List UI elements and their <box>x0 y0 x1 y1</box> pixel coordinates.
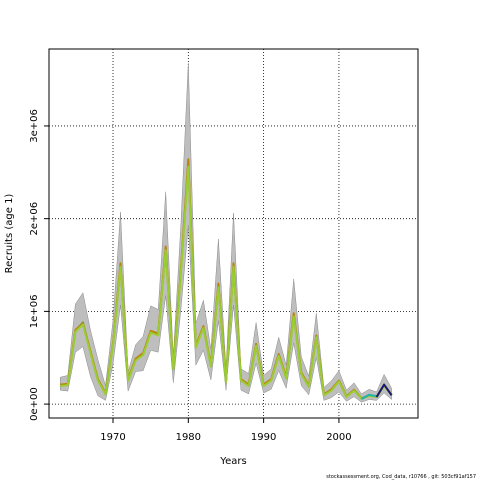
series-line-3 <box>361 393 377 400</box>
x-tick-label-1: 1980 <box>176 432 201 443</box>
series-line-4 <box>375 383 393 398</box>
x-tick-label-0: 1970 <box>100 432 125 443</box>
series-line-2 <box>60 165 393 400</box>
x-tick-label-2: 1990 <box>251 432 276 443</box>
x-axis-title: Years <box>219 456 246 467</box>
y-axis-title: Recruits (age 1) <box>4 194 15 274</box>
series-lines <box>60 158 393 400</box>
y-tick-label-2: 2e+06 <box>29 202 40 236</box>
y-tick-label-1: 1e+06 <box>29 295 40 329</box>
y-tick-label-3: 3e+06 <box>29 109 40 143</box>
x-axis: 1970 1980 1990 2000 <box>100 418 352 443</box>
footer-text: stockassessment.org, Cod_data, r10766 , … <box>326 474 476 480</box>
y-tick-label-0: 0e+00 <box>29 387 40 421</box>
x-tick-label-3: 2000 <box>326 432 351 443</box>
y-axis: 0e+00 1e+06 2e+06 3e+06 <box>29 109 49 421</box>
plot-frame <box>48 48 419 419</box>
